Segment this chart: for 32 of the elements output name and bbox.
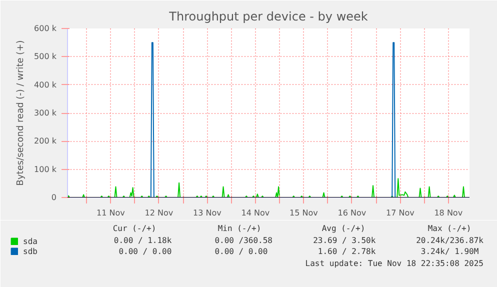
x-tick-label: 15 Nov [290, 208, 318, 218]
text: 0.00 /360.58 [214, 236, 273, 245]
text: 1.60 / 2.78k [318, 247, 376, 256]
text: 20.24k/236.87k [416, 236, 484, 245]
x-tick-label: 18 Nov [434, 208, 463, 218]
text: Cur (-/+) [112, 224, 156, 233]
chart-title: Throughput per device - by week [168, 10, 368, 24]
x-tick-label: 14 Nov [241, 208, 270, 218]
y-tick-label: 600 k [34, 24, 57, 33]
text: 23.69 / 3.50k [313, 236, 376, 245]
x-tick-label: 11 Nov [96, 208, 126, 218]
legend-label: sdb [23, 246, 38, 256]
y-tick-label: 300 k [34, 108, 57, 118]
y-tick-label: 100 k [34, 164, 57, 174]
y-tick-label: 200 k [34, 136, 57, 146]
y-axis-title: Bytes/second read (-) / write (+) [16, 40, 26, 186]
x-tick-label: 12 Nov [144, 208, 174, 218]
y-tick-label: 400 k [34, 80, 57, 90]
text: Max (-/+) [428, 224, 472, 233]
y-tick-label: 0 [51, 193, 57, 202]
x-tick-label: 13 Nov [193, 208, 222, 218]
text: Avg (-/+) [322, 224, 366, 233]
x-tick-label: 16 Nov [338, 208, 366, 218]
text: Last update: Tue Nov 18 22:35:08 2025 [305, 259, 484, 268]
text: 3.24k/ 1.90M [420, 247, 479, 256]
text: 0.00 / 0.00 [118, 247, 172, 256]
text: 0.00 / 0.00 [214, 247, 268, 256]
legend-label: sda [23, 236, 38, 246]
text: Min (-/+) [218, 224, 262, 233]
y-tick-label: 500 k [34, 52, 57, 62]
text: 0.00 / 1.18k [114, 236, 172, 245]
x-tick-label: 17 Nov [386, 208, 415, 218]
